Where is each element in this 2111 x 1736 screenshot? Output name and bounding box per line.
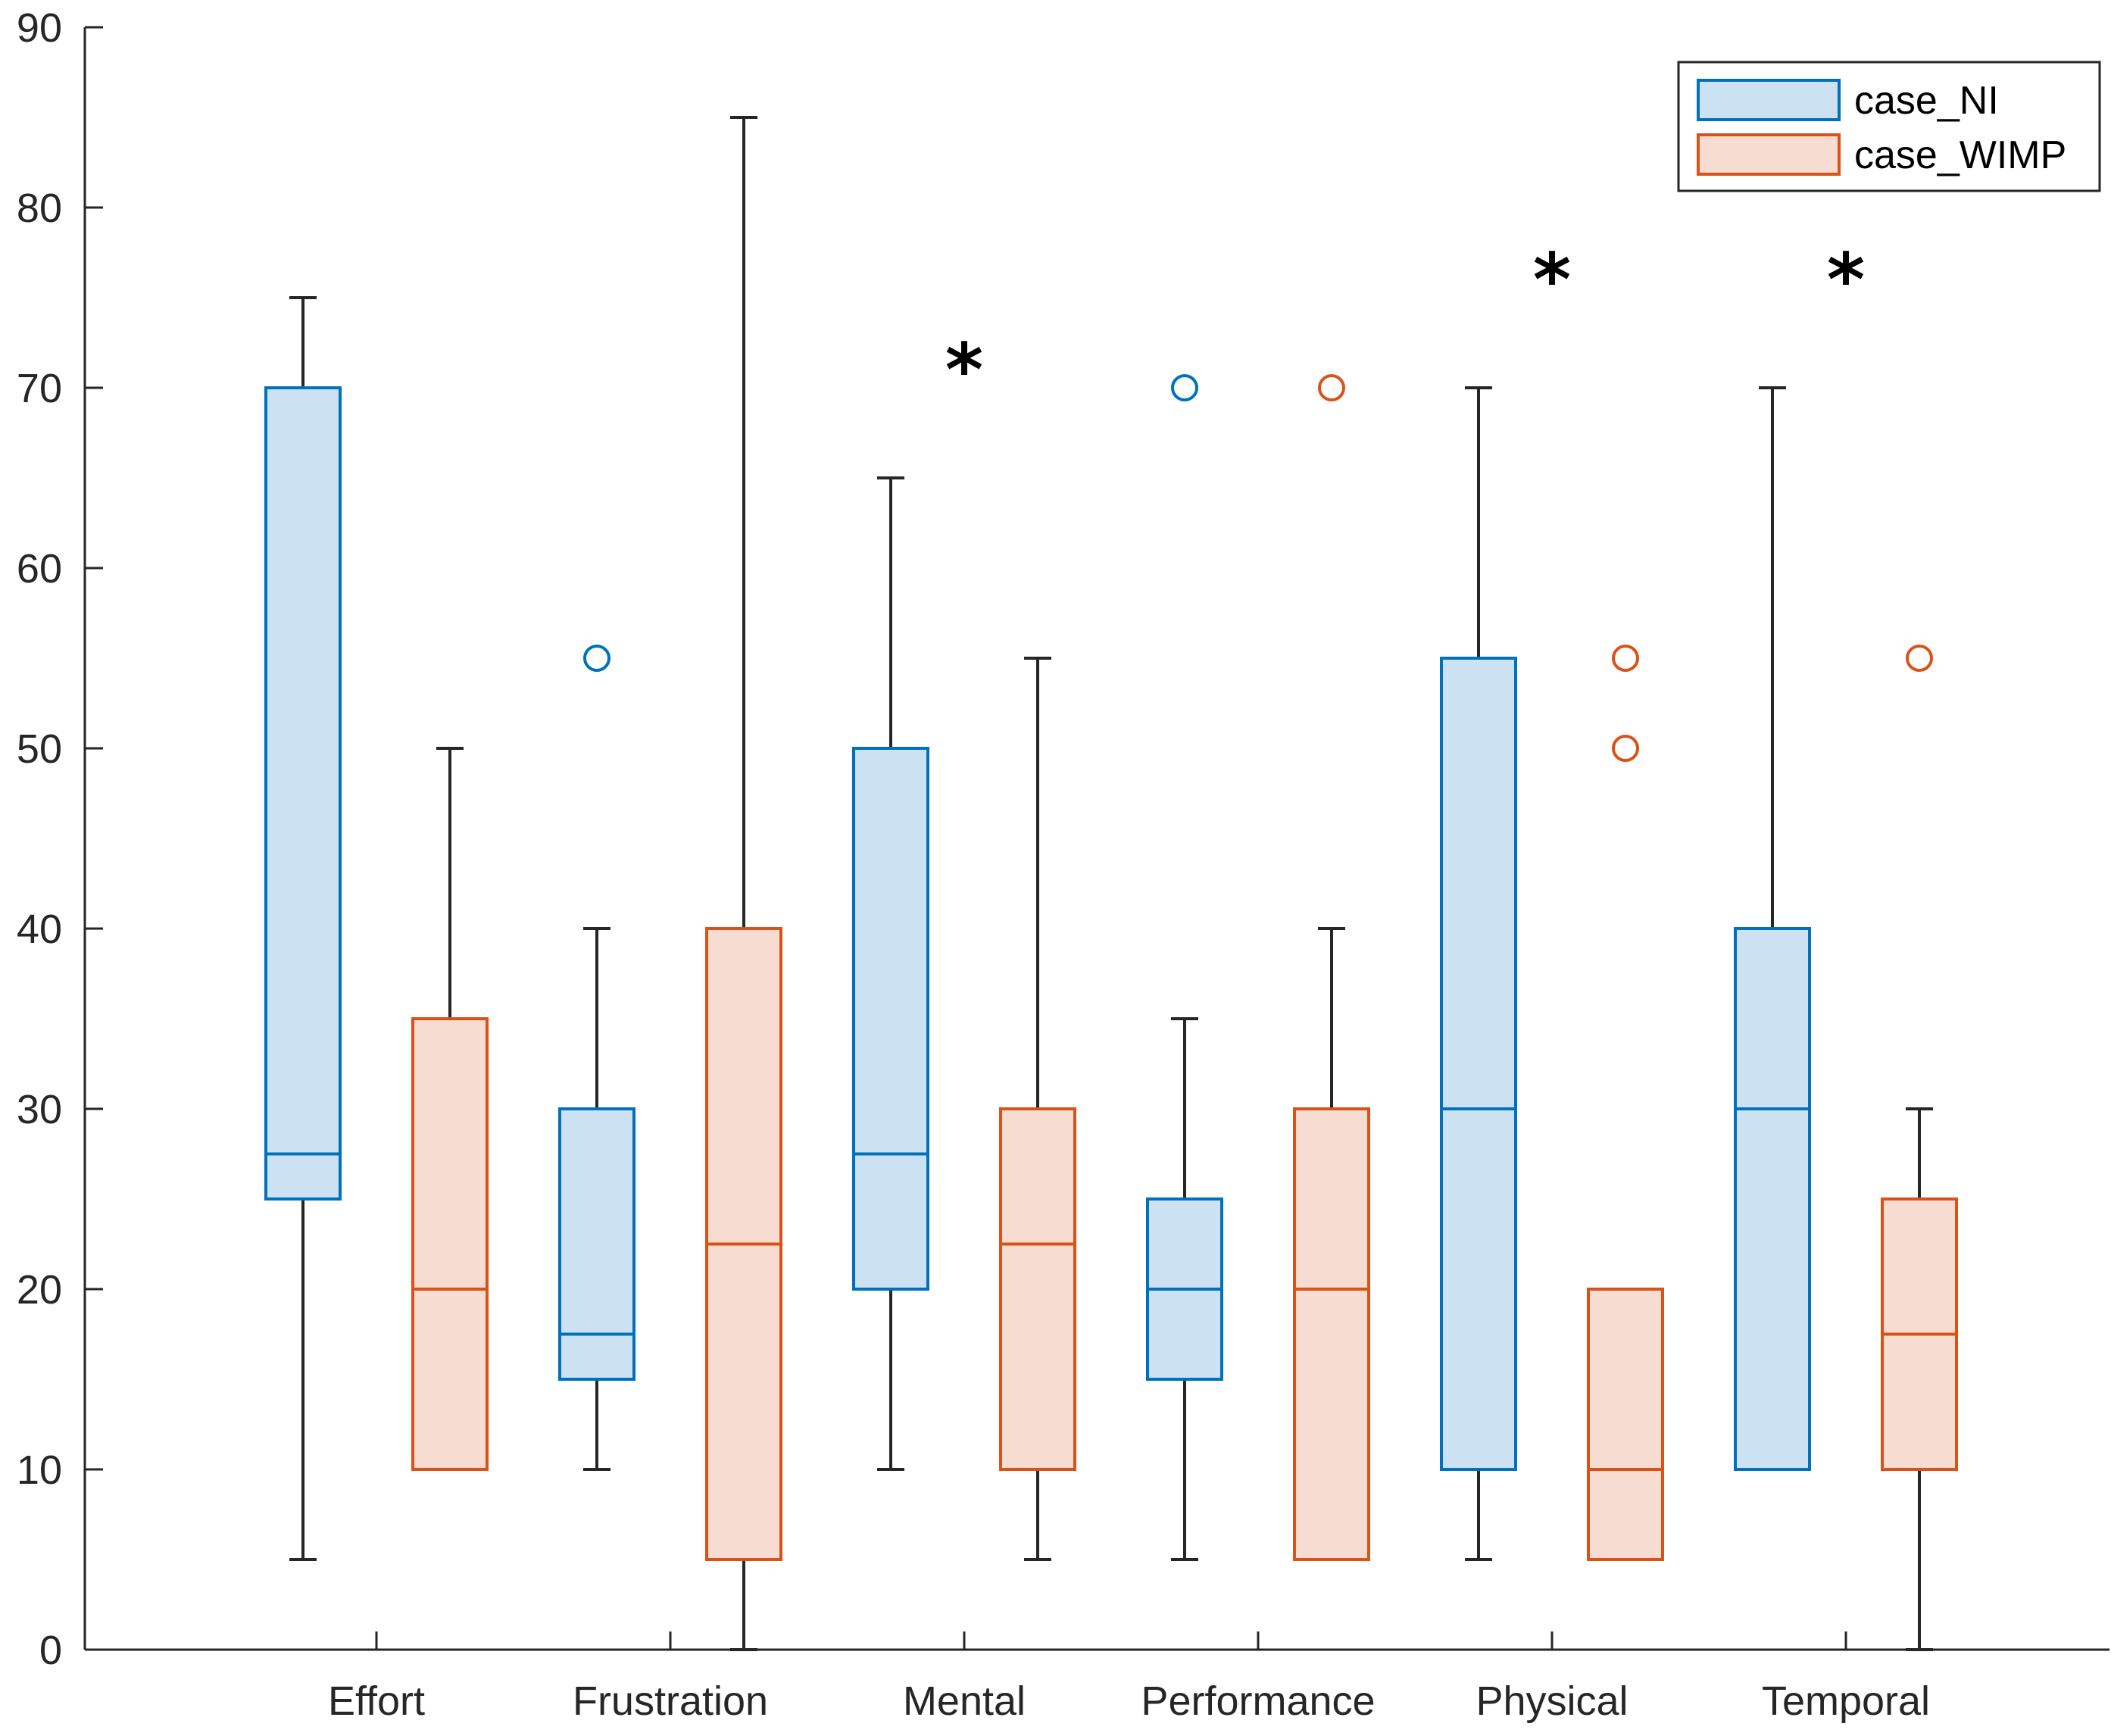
- significance-annotations: * * *: [945, 238, 1865, 413]
- box-physical-case-ni: [1440, 386, 1517, 1561]
- box-mental-case-wimp: [999, 657, 1076, 1561]
- iqr-box: [1734, 927, 1811, 1471]
- box-physical-case-wimp: [1587, 645, 1664, 1561]
- legend-swatch: [1697, 133, 1841, 176]
- iqr-box: [999, 1107, 1076, 1471]
- iqr-box: [264, 386, 342, 1201]
- y-tick-label: 10: [17, 1447, 62, 1493]
- outlier-point: [1906, 645, 1933, 672]
- box-performance-case-ni: [1146, 374, 1223, 1561]
- x-tick-label-mental: Mental: [903, 1678, 1026, 1724]
- y-tick-label: 60: [17, 546, 62, 592]
- legend-swatch: [1697, 79, 1841, 121]
- iqr-box: [852, 747, 929, 1291]
- box-effort-case-ni: [264, 296, 342, 1561]
- y-tick-label: 50: [17, 726, 62, 772]
- box-mental-case-ni: [852, 476, 929, 1471]
- legend[interactable]: case_NI case_WIMP: [1677, 61, 2101, 192]
- y-tick-label: 20: [17, 1267, 62, 1313]
- significance-star-mental: *: [945, 328, 983, 413]
- legend-item-case-ni[interactable]: case_NI: [1697, 79, 1999, 123]
- y-tick-label: 90: [17, 5, 62, 51]
- iqr-box: [1587, 1288, 1664, 1561]
- y-tick-label: 30: [17, 1087, 62, 1132]
- box-temporal-case-ni: [1734, 386, 1811, 1471]
- y-tick-label: 70: [17, 366, 62, 411]
- y-tick-label: 80: [17, 186, 62, 231]
- iqr-box: [1440, 657, 1517, 1471]
- iqr-box: [411, 1017, 489, 1471]
- outlier-point: [583, 645, 611, 672]
- legend-label: case_WIMP: [1854, 133, 2066, 177]
- legend-label: case_NI: [1854, 79, 1999, 123]
- legend-item-case-wimp[interactable]: case_WIMP: [1697, 133, 2066, 177]
- series-case-wimp: [411, 116, 1958, 1651]
- box-frustration-case-ni: [558, 645, 635, 1471]
- outlier-point: [1612, 645, 1639, 672]
- significance-star-temporal: *: [1827, 238, 1865, 323]
- box-effort-case-wimp: [411, 747, 489, 1471]
- x-tick-label-frustration: Frustration: [573, 1678, 768, 1724]
- significance-star-physical: *: [1533, 238, 1571, 323]
- iqr-box: [1293, 1107, 1370, 1561]
- outlier-point: [1612, 735, 1639, 762]
- x-tick-label-physical: Physical: [1476, 1678, 1628, 1724]
- series-case-ni: [264, 296, 1811, 1561]
- y-tick-label: 40: [17, 907, 62, 952]
- axes: 0 10 20 30 40 50 60 70 80 90 Effort Frustration Ment…: [17, 5, 2109, 1724]
- box-frustration-case-wimp: [705, 116, 782, 1651]
- iqr-box: [558, 1107, 635, 1381]
- y-tick-label: 0: [39, 1628, 62, 1673]
- box-temporal-case-wimp: [1881, 645, 1958, 1651]
- x-tick-label-effort: Effort: [328, 1678, 425, 1724]
- x-tick-label-temporal: Temporal: [1762, 1678, 1930, 1724]
- x-tick-label-performance: Performance: [1141, 1678, 1375, 1724]
- outlier-point: [1318, 374, 1345, 401]
- box-performance-case-wimp: [1293, 374, 1370, 1561]
- outlier-point: [1171, 374, 1198, 401]
- box-plot-series: [264, 116, 1958, 1651]
